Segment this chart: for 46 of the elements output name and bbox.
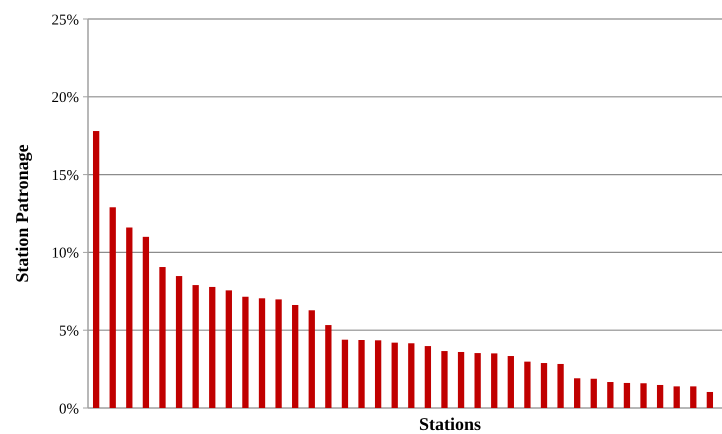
- bar: [557, 364, 564, 408]
- bar: [126, 228, 132, 408]
- bar: [640, 383, 647, 408]
- bar: [408, 343, 414, 408]
- bar: [424, 346, 432, 408]
- y-tick-label: 20%: [52, 90, 79, 106]
- bar: [110, 207, 116, 408]
- bar: [690, 386, 696, 408]
- bar: [674, 386, 680, 408]
- bar: [474, 353, 481, 408]
- bar: [226, 290, 232, 408]
- y-tick-label: 25%: [52, 12, 79, 28]
- bar: [374, 340, 382, 408]
- bar: [325, 325, 332, 408]
- y-tick-label: 0%: [59, 401, 79, 418]
- bar: [574, 378, 580, 408]
- bar: [176, 276, 182, 408]
- bar: [458, 352, 464, 408]
- x-axis-title: Stations: [418, 414, 482, 434]
- bar: [624, 382, 630, 408]
- y-tick-label: 5%: [59, 323, 79, 340]
- bar: [308, 310, 315, 408]
- bar: [524, 362, 531, 408]
- bar: [508, 356, 514, 408]
- bar: [209, 286, 216, 408]
- bar: [590, 378, 597, 408]
- y-tick-label: 10%: [52, 246, 79, 262]
- bar: [92, 131, 100, 408]
- bar: [192, 285, 199, 408]
- bar: [706, 392, 714, 408]
- bar: [607, 382, 614, 408]
- bar: [358, 340, 365, 408]
- y-axis-title: Station Patronage: [12, 144, 32, 283]
- bar: [491, 353, 498, 408]
- bar: [342, 340, 348, 408]
- bar: [275, 299, 282, 408]
- bar: [159, 267, 166, 408]
- bar: [441, 351, 448, 408]
- bar: [392, 342, 398, 408]
- bar: [142, 236, 150, 408]
- bar: [242, 296, 249, 408]
- bar: [292, 304, 298, 408]
- bar: [656, 384, 664, 408]
- bar: [258, 298, 266, 408]
- y-tick-label: 15%: [52, 168, 79, 184]
- bar: [540, 363, 548, 408]
